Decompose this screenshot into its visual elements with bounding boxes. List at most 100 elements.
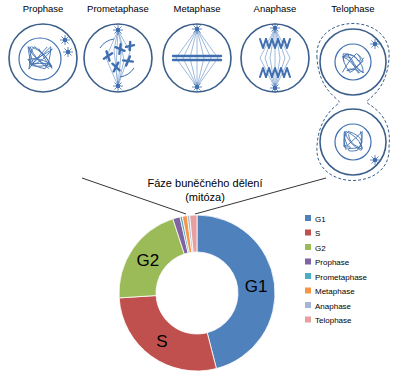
nucleus	[335, 124, 371, 160]
chromatid	[112, 63, 119, 72]
donut	[119, 215, 275, 371]
centrosome	[195, 27, 199, 31]
cell-membrane	[9, 24, 77, 92]
cell-membrane	[241, 24, 309, 92]
chromosome	[272, 39, 278, 48]
chromosome	[112, 63, 119, 72]
legend-label: Anaphase	[315, 302, 352, 311]
cell-membrane	[320, 109, 386, 175]
chromosome	[260, 39, 266, 48]
spindle-fiber	[183, 29, 197, 58]
chromatid	[173, 59, 179, 61]
phase-label: Telophase	[331, 3, 374, 14]
centrosome	[63, 38, 67, 42]
nucleus	[335, 44, 371, 80]
chromatin	[29, 47, 52, 69]
chromosome	[284, 39, 290, 48]
slice-label: S	[156, 332, 167, 351]
centrosome	[373, 158, 377, 162]
centrosome	[195, 85, 199, 89]
phase-cell	[317, 24, 390, 181]
spindle-fiber	[176, 58, 197, 87]
legend-swatch	[305, 230, 311, 236]
chromatin	[342, 54, 363, 73]
chromosome	[126, 42, 134, 50]
page: {"chart_data": {"type": "donut", "catego…	[0, 0, 395, 381]
chromatin	[342, 54, 363, 73]
spindle-fiber	[197, 29, 211, 58]
spindle-fiber	[176, 29, 197, 58]
phase-cell	[241, 23, 309, 93]
phase-label: Prometaphase	[87, 3, 149, 14]
chromosome	[278, 39, 284, 48]
chromatid	[115, 44, 124, 54]
centrosome	[116, 28, 120, 32]
legend-label: G1	[315, 215, 326, 224]
chromatid	[123, 56, 133, 65]
centrosome	[273, 26, 277, 30]
slice-label: G2	[136, 251, 159, 270]
spindle-fiber	[116, 68, 118, 86]
centrosome	[116, 84, 120, 88]
slice-label: G1	[245, 277, 268, 296]
chromosome	[115, 44, 124, 54]
centrosome	[373, 42, 377, 46]
root: ProphasePrometaphaseMetaphaseAnaphaseTel…	[0, 0, 395, 381]
chromatid	[126, 42, 134, 50]
spindle-fiber	[197, 58, 218, 87]
legend-label: Metaphase	[315, 287, 355, 296]
chromatid	[104, 51, 112, 60]
legend-swatch	[305, 244, 311, 250]
chromosome	[266, 68, 272, 77]
chromatin	[344, 132, 362, 152]
legend-swatch	[305, 215, 311, 221]
chromatid	[201, 55, 207, 57]
legend-label: G2	[315, 244, 326, 253]
caption: Fáze buněčného dělení	[148, 177, 263, 189]
spindle-fiber	[197, 29, 198, 58]
chromatid	[173, 55, 179, 57]
chromatid	[115, 44, 124, 54]
caption: (mitóza)	[185, 191, 225, 203]
chromosome	[266, 39, 272, 48]
chromatid	[112, 63, 119, 72]
chromatid	[194, 59, 200, 61]
donut-slice	[119, 219, 184, 298]
centrosome	[273, 86, 277, 90]
spindle-fiber	[190, 58, 197, 87]
nucleus	[19, 38, 61, 80]
legend-label: S	[315, 229, 320, 238]
chromatid	[180, 55, 186, 57]
donut-slice	[190, 215, 197, 252]
chromosome	[104, 51, 112, 60]
phase-cell	[163, 24, 231, 92]
legend-label: Telophase	[315, 316, 352, 325]
chromosome	[260, 68, 266, 77]
chromosome	[123, 56, 133, 65]
chromatid	[208, 55, 214, 57]
donut-slice	[119, 296, 216, 371]
legend-label: Prometaphase	[315, 273, 368, 282]
chromatid	[215, 59, 221, 61]
spindle-fiber	[275, 28, 276, 58]
legend-swatch	[305, 317, 311, 323]
chromatid	[123, 56, 133, 65]
spindle-fiber	[183, 58, 197, 87]
chromatid	[187, 59, 193, 61]
chromatid	[180, 59, 186, 61]
chromosome	[278, 68, 284, 77]
cell-membrane	[163, 24, 231, 92]
chromatin	[343, 54, 364, 73]
chromatin	[29, 47, 52, 69]
chromatid	[126, 42, 134, 50]
chromatin	[30, 47, 52, 69]
spindle-fiber	[197, 58, 198, 87]
legend: G1SG2ProphasePrometaphaseMetaphaseAnapha…	[305, 215, 368, 326]
centrosome	[66, 50, 70, 54]
spindle-fiber	[197, 29, 218, 58]
cell-membrane	[84, 24, 152, 92]
legend-swatch	[305, 288, 311, 294]
chromatid	[194, 55, 200, 57]
phase-label: Metaphase	[173, 3, 220, 14]
phase-cell	[9, 24, 77, 92]
